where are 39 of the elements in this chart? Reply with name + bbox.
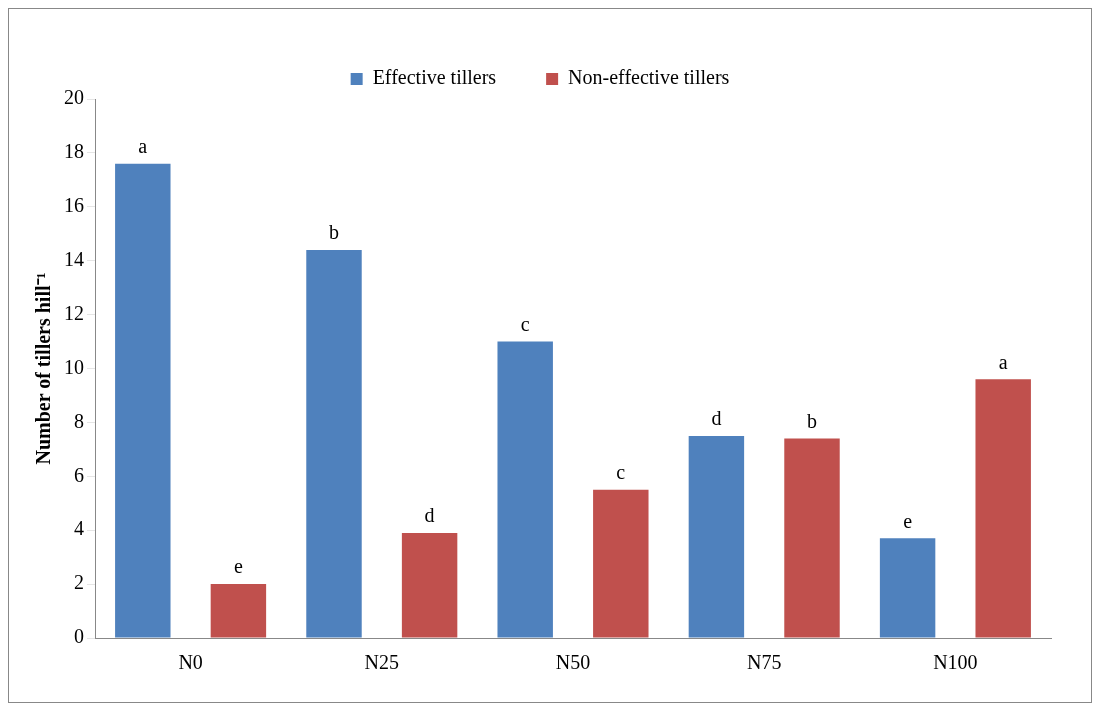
- y-tick-label: 18: [64, 140, 84, 163]
- legend-label: Effective tillers: [372, 66, 497, 89]
- bar: [497, 341, 553, 638]
- y-tick-label: 12: [64, 301, 84, 324]
- data-label: b: [329, 221, 339, 244]
- bar: [115, 163, 171, 638]
- x-tick-label: N100: [933, 651, 978, 674]
- y-axis-title: Number of tillers hill⁻¹: [32, 272, 55, 465]
- legend-label: Non-effective tillers: [568, 66, 730, 89]
- bar: [306, 249, 362, 638]
- bar: [401, 532, 458, 638]
- y-tick-label: 4: [74, 517, 84, 540]
- y-tick-label: 20: [64, 86, 84, 109]
- x-tick-label: N0: [178, 651, 203, 674]
- bar: [593, 489, 649, 638]
- x-tick-label: N25: [364, 651, 400, 674]
- y-tick-label: 0: [74, 625, 84, 648]
- data-label: e: [233, 555, 243, 578]
- y-tick-label: 16: [64, 194, 84, 217]
- y-tick-label: 2: [74, 571, 84, 594]
- data-label: d: [424, 504, 435, 527]
- bar: [975, 379, 1031, 638]
- bar: [879, 538, 936, 638]
- data-label: a: [998, 350, 1008, 373]
- x-tick-label: N50: [555, 651, 591, 674]
- bar: [784, 438, 840, 638]
- data-label: e: [903, 509, 913, 532]
- y-tick-label: 8: [74, 409, 84, 432]
- x-tick-label: N75: [746, 651, 782, 674]
- y-tick-label: 10: [64, 355, 84, 378]
- bar: [210, 584, 267, 638]
- bar: [688, 435, 745, 638]
- data-label: d: [711, 407, 722, 430]
- data-label: a: [138, 134, 148, 157]
- data-label: b: [807, 409, 817, 432]
- data-label: c: [616, 461, 626, 484]
- y-tick-label: 14: [64, 247, 84, 270]
- data-label: c: [520, 312, 530, 335]
- y-tick-label: 6: [74, 463, 84, 486]
